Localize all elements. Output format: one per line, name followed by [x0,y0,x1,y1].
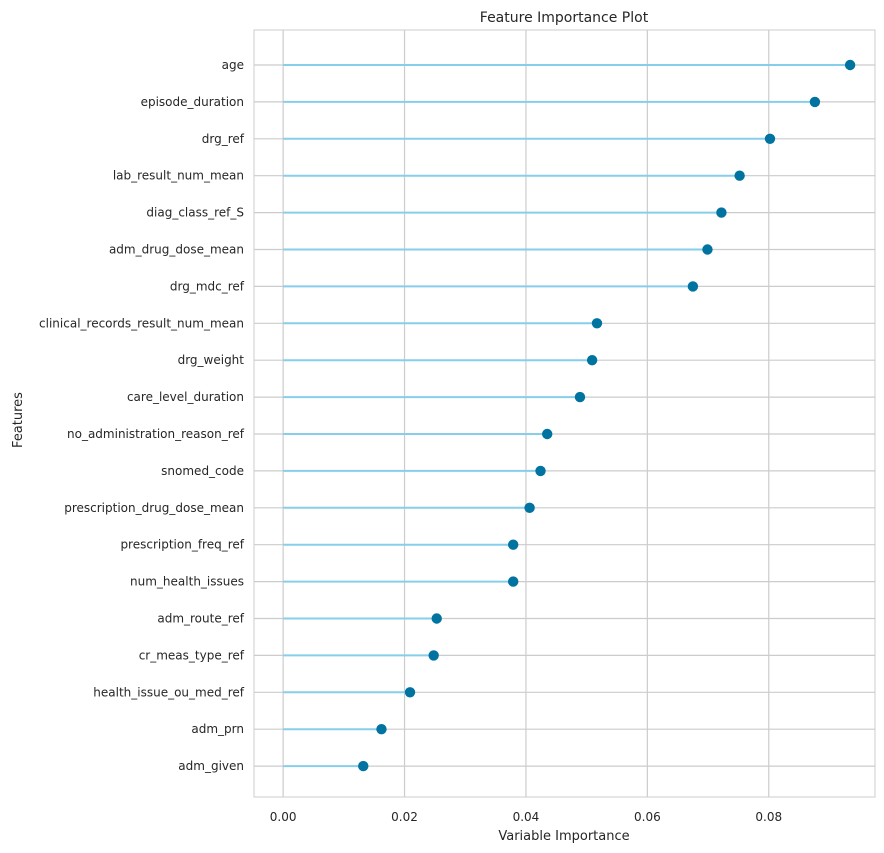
y-tick-label: health_issue_ou_med_ref [93,685,245,699]
marker-age [844,59,856,71]
marker-num_health_issues [508,576,519,587]
x-tick-label: 0.06 [634,810,661,824]
y-tick-label: num_health_issues [130,575,244,589]
y-tick-label: prescription_drug_dose_mean [64,501,244,515]
marker-adm_drug_dose_mean [702,244,713,255]
marker-adm_prn [376,724,387,735]
marker-lab_result_num_mean [734,170,745,181]
marker-adm_route_ref [431,613,442,624]
marker-drg_ref [764,133,776,144]
y-tick-labels: age episode_duration drg_ref lab_result_num… [39,58,245,773]
marker-health_issue_ou_med_ref [404,687,416,698]
y-tick-label: adm_drug_dose_mean [109,243,244,257]
plot-frame [253,29,876,798]
stems [283,64,851,768]
y-tick-label: no_administration_reason_ref [67,427,245,441]
marker-prescription_drug_dose_mean [524,502,535,513]
marker-adm_given [358,760,369,772]
marker-prescription_freq_ref [508,539,519,550]
markers [358,59,856,772]
y-tick-label: drg_ref [202,132,245,146]
y-tick-label: drg_mdc_ref [170,279,245,293]
x-axis-label: Variable Importance [498,829,629,844]
y-tick-label: episode_duration [141,95,244,109]
y-tick-label: snomed_code [161,464,244,478]
chart-title: Feature Importance Plot [480,10,649,26]
marker-cr_meas_type_ref [428,650,439,661]
y-tick-label: care_level_duration [127,390,244,404]
y-tick-label: diag_class_ref_S [146,206,244,220]
x-tick-label: 0.02 [391,810,418,824]
x-tick-label: 0.04 [513,810,540,824]
x-tick-label: 0.00 [270,810,297,824]
marker-drg_mdc_ref [687,281,699,292]
marker-diag_class_ref_S [716,207,727,218]
y-tick-label: lab_result_num_mean [113,169,244,183]
y-tick-label: prescription_freq_ref [120,538,244,552]
marker-snomed_code [535,465,546,477]
x-tick-label: 0.08 [755,810,782,824]
grid [254,30,875,797]
y-tick-label: adm_route_ref [157,612,244,626]
marker-no_administration_reason_ref [541,428,553,440]
y-tick-label: adm_given [178,759,244,773]
marker-episode_duration [809,96,821,108]
y-tick-label: drg_weight [178,353,245,367]
y-tick-label: cr_meas_type_ref [139,648,245,662]
x-tick-labels: 0.00 0.02 0.04 0.06 0.08 [270,810,782,824]
y-tick-label: adm_prn [191,722,244,736]
marker-clinical_records_result_num_mean [591,318,603,329]
marker-care_level_duration [574,391,586,403]
marker-drg_weight [586,355,598,366]
y-axis-label: Features [11,392,26,448]
y-tick-label: age [222,58,244,72]
y-tick-label: clinical_records_result_num_mean [39,316,244,330]
